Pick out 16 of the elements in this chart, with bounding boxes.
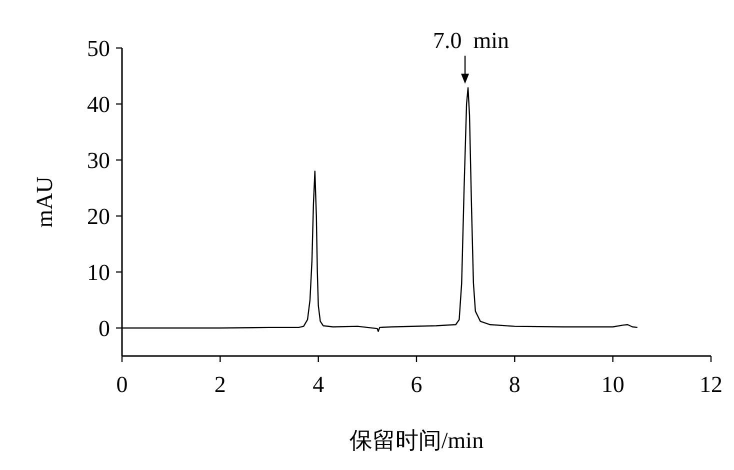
x-axis-title: 保留时间/min [349,428,484,453]
x-tick-label: 10 [601,372,624,397]
y-tick-label: 30 [87,148,110,173]
y-tick-label: 10 [87,260,110,285]
y-tick-label: 0 [98,316,110,341]
x-tick-label: 4 [312,372,325,397]
x-tick-label: 8 [508,372,520,397]
x-tick-label: 0 [116,372,128,397]
x-tick-label: 2 [214,372,226,397]
y-tick-label: 40 [87,92,110,117]
y-tick-label: 50 [87,36,110,61]
y-tick-label: 20 [87,204,110,229]
x-tick-label: 12 [700,372,722,397]
annotation: 7.0 min [433,28,510,53]
x-tick-label: 6 [410,372,422,397]
y-axis-title: mAU [32,176,57,228]
